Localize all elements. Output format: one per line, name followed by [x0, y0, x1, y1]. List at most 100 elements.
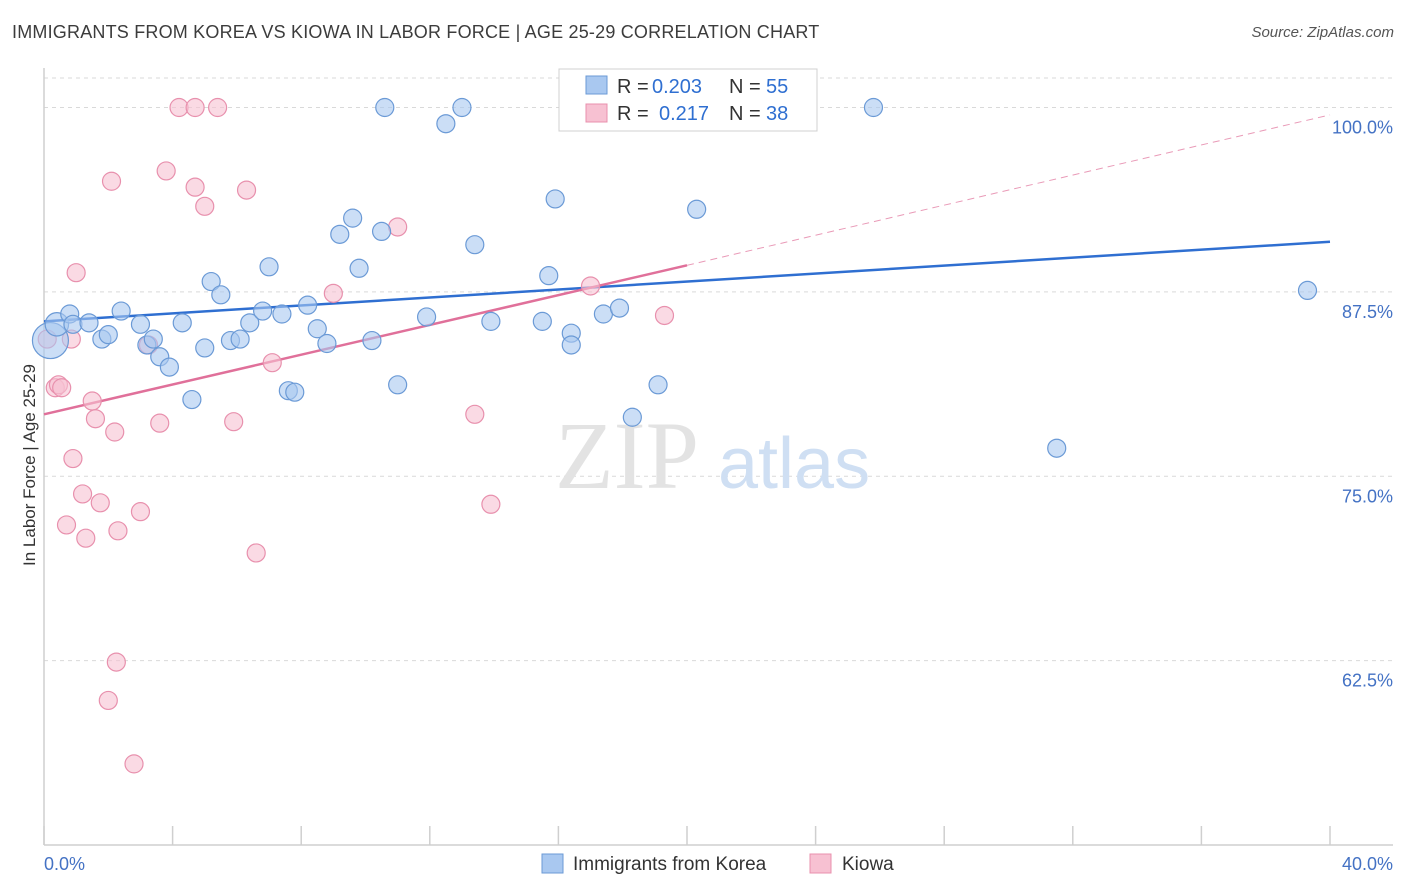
point-korea [182, 389, 202, 410]
point-kiowa [262, 353, 282, 373]
point-kiowa [323, 283, 343, 303]
point-korea [172, 313, 192, 333]
x-tick-label-max: 40.0% [1342, 854, 1393, 874]
point-korea [648, 375, 668, 395]
point-korea [143, 329, 163, 349]
point-korea [481, 311, 501, 331]
y-tick-label: 100.0% [1332, 118, 1393, 138]
point-korea [111, 301, 131, 321]
gridlines [44, 77, 1393, 662]
point-kiowa [246, 543, 266, 563]
source-credit: Source: ZipAtlas.com [1251, 24, 1394, 41]
bottom-legend-label-korea: Immigrants from Korea [573, 854, 767, 875]
point-kiowa [76, 528, 96, 548]
legend-n-value-korea: 55 [766, 76, 788, 98]
trend-lines [43, 114, 1331, 416]
bottom-legend: Immigrants from Korea Kiowa [541, 853, 894, 875]
y-tick-label: 62.5% [1342, 671, 1393, 691]
point-korea [195, 338, 215, 358]
legend-n-value-kiowa: 38 [766, 103, 788, 125]
point-kiowa [105, 422, 125, 442]
point-kiowa [124, 754, 144, 774]
point-korea [159, 357, 179, 377]
point-korea [609, 298, 630, 318]
point-kiowa [185, 97, 205, 118]
point-kiowa [66, 263, 86, 283]
point-kiowa [169, 97, 189, 118]
point-korea [330, 224, 350, 244]
point-kiowa [52, 378, 72, 398]
point-kiowa [465, 404, 485, 424]
point-korea [1047, 438, 1067, 458]
x-tick-label-min: 0.0% [44, 854, 85, 874]
trend-line-korea [43, 240, 1331, 323]
point-korea [317, 333, 337, 354]
point-korea [416, 307, 437, 327]
point-kiowa [130, 502, 151, 522]
point-kiowa [98, 690, 118, 711]
point-kiowa [236, 180, 257, 200]
point-korea [1297, 280, 1318, 300]
point-korea [622, 407, 642, 427]
point-korea [436, 114, 456, 134]
watermark-atlas: atlas [718, 424, 870, 504]
point-korea [532, 311, 552, 331]
point-korea [375, 97, 395, 118]
point-kiowa [101, 171, 122, 191]
point-korea [307, 319, 327, 339]
point-kiowa [654, 305, 675, 326]
y-tick-label: 75.0% [1342, 486, 1393, 506]
point-korea [343, 208, 363, 228]
point-korea [452, 97, 472, 118]
legend-box: R = 0.203 N = 55 R = 0.217 N = 38 [558, 68, 818, 132]
point-kiowa [108, 521, 128, 541]
y-axis-title: In Labor Force | Age 25-29 [20, 364, 39, 566]
point-kiowa [156, 161, 176, 181]
point-kiowa [72, 484, 93, 504]
point-korea [230, 329, 250, 349]
point-korea [593, 304, 614, 324]
point-korea [298, 295, 318, 315]
y-tick-label: 87.5% [1342, 302, 1393, 322]
point-korea [259, 257, 279, 277]
point-korea [371, 221, 392, 241]
point-korea [211, 285, 231, 305]
bottom-legend-swatch-korea [541, 853, 564, 874]
point-kiowa [85, 409, 106, 429]
point-kiowa [481, 494, 501, 514]
point-korea [130, 314, 151, 334]
legend-r-label-kiowa: R = [617, 103, 649, 125]
point-korea [240, 313, 260, 333]
point-kiowa [185, 177, 205, 197]
point-kiowa [63, 448, 83, 469]
legend-swatch-kiowa [585, 103, 608, 123]
point-korea [201, 271, 221, 292]
point-kiowa [150, 413, 170, 433]
trend-line-kiowa-extension [686, 114, 1331, 266]
point-korea [561, 335, 581, 355]
point-kiowa [208, 97, 228, 118]
point-korea [79, 313, 99, 333]
chart-title: IMMIGRANTS FROM KOREA VS KIOWA IN LABOR … [12, 22, 820, 42]
legend-r-value-korea: 0.203 [652, 76, 702, 98]
legend-r-label-korea: R = [617, 76, 649, 98]
point-kiowa [224, 412, 244, 432]
tick-labels: 62.5% 75.0% 87.5% 100.0% 0.0% 40.0% [44, 118, 1393, 875]
point-korea [63, 314, 83, 334]
point-korea [272, 304, 292, 324]
point-kiowa [106, 652, 126, 672]
point-kiowa [388, 217, 408, 237]
bottom-legend-swatch-kiowa [809, 853, 832, 874]
point-kiowa [82, 391, 102, 411]
watermark: ZIP atlas [555, 402, 870, 509]
point-korea [362, 330, 382, 351]
point-kiowa [56, 515, 77, 535]
point-korea [687, 199, 707, 219]
bottom-legend-label-kiowa: Kiowa [842, 854, 894, 875]
point-kiowa [90, 493, 110, 513]
legend-n-label-kiowa: N = [729, 103, 761, 125]
point-korea [545, 189, 565, 209]
point-korea [253, 301, 273, 321]
legend-r-value-kiowa: 0.217 [659, 103, 709, 125]
point-korea [539, 266, 559, 286]
